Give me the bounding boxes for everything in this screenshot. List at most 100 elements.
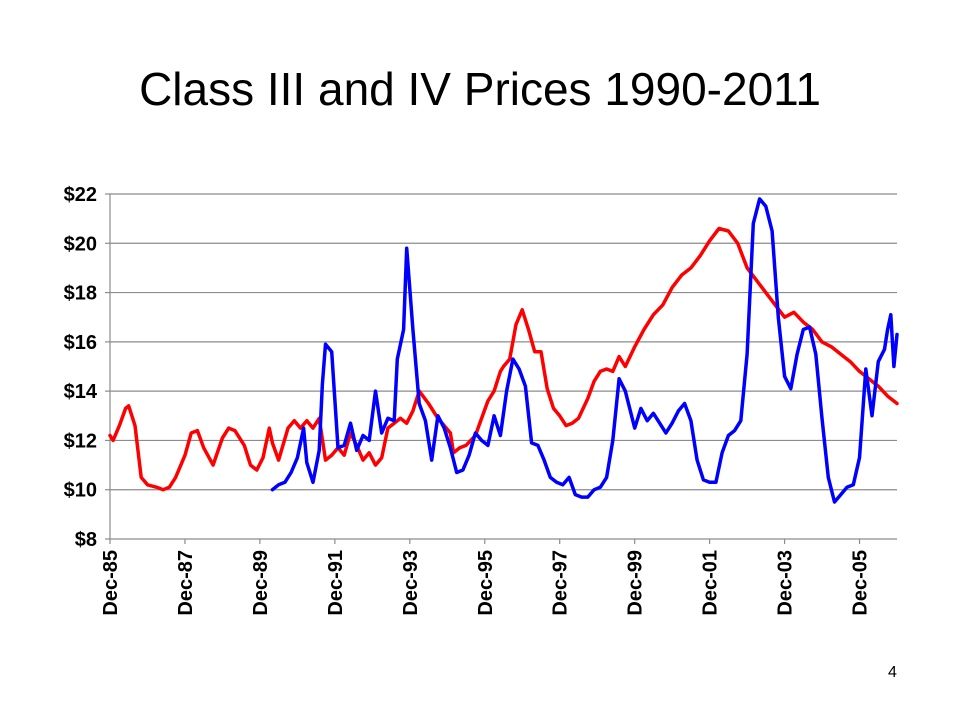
- data-point: [699, 255, 701, 257]
- data-point: [162, 489, 164, 491]
- data-point: [634, 427, 636, 429]
- data-point: [325, 459, 326, 461]
- x-tick-label: Dec-85: [100, 550, 122, 616]
- data-point: [777, 316, 779, 318]
- data-point: [790, 388, 792, 390]
- x-tick-label: Dec-91: [325, 550, 347, 616]
- data-point: [337, 447, 339, 449]
- data-point: [812, 329, 814, 330]
- data-point: [771, 230, 773, 232]
- data-point: [284, 481, 286, 483]
- data-point: [306, 462, 308, 464]
- data-point: [428, 403, 429, 404]
- data-point: [487, 400, 489, 402]
- data-point: [375, 390, 376, 392]
- data-point: [802, 321, 804, 323]
- data-point: [640, 407, 642, 409]
- data-point: [278, 484, 280, 486]
- data-point: [815, 353, 817, 355]
- data-point: [587, 496, 589, 498]
- data-point: [571, 422, 573, 424]
- data-point: [221, 437, 223, 439]
- data-point: [403, 329, 405, 330]
- data-point: [293, 420, 295, 422]
- data-point: [546, 388, 548, 390]
- data-point: [381, 457, 383, 459]
- data-point: [718, 228, 720, 229]
- data-point: [578, 417, 579, 419]
- data-point: [512, 358, 514, 360]
- data-point: [802, 329, 804, 330]
- data-point: [821, 417, 823, 419]
- data-point: [493, 415, 495, 417]
- data-point: [487, 444, 489, 446]
- data-point: [184, 454, 186, 456]
- data-point: [125, 407, 127, 409]
- data-point: [727, 435, 729, 436]
- data-point: [690, 420, 692, 422]
- series-lines: [108, 197, 899, 504]
- data-point: [368, 452, 370, 454]
- data-point: [175, 476, 177, 478]
- data-point: [740, 420, 742, 422]
- data-point: [887, 395, 889, 397]
- data-point: [643, 329, 645, 330]
- data-point: [318, 449, 320, 451]
- data-point: [721, 452, 723, 454]
- data-point: [203, 447, 205, 449]
- data-point: [612, 370, 614, 372]
- data-point: [418, 403, 420, 404]
- data-point: [599, 486, 601, 488]
- grid-lines: [110, 193, 897, 491]
- y-tick-label: $8: [75, 529, 97, 551]
- data-point: [515, 324, 517, 326]
- data-point: [890, 314, 892, 316]
- data-point: [312, 427, 314, 429]
- data-point: [677, 410, 679, 412]
- data-point: [887, 329, 889, 330]
- axes: [105, 193, 897, 544]
- data-point: [877, 361, 879, 363]
- data-point: [112, 439, 114, 441]
- data-point: [262, 457, 264, 459]
- data-point: [362, 459, 364, 461]
- series-line: [108, 226, 899, 492]
- data-point: [612, 439, 614, 441]
- y-tick-label: $18: [64, 283, 97, 305]
- data-point: [303, 427, 305, 429]
- data-point: [759, 198, 761, 200]
- data-point: [268, 427, 270, 429]
- data-point: [331, 351, 333, 353]
- data-point: [893, 366, 895, 367]
- x-tick-label: Dec-97: [550, 550, 572, 616]
- data-point: [396, 358, 398, 360]
- data-point: [278, 459, 280, 461]
- data-point: [562, 484, 564, 486]
- data-point: [134, 425, 136, 427]
- data-point: [350, 432, 351, 434]
- data-point: [624, 366, 626, 367]
- data-point: [756, 279, 757, 281]
- data-point: [147, 484, 148, 486]
- data-point: [587, 398, 589, 399]
- data-point: [746, 267, 748, 269]
- data-point: [834, 501, 835, 503]
- data-point: [849, 361, 851, 363]
- data-point: [840, 353, 842, 355]
- data-point: [381, 432, 383, 434]
- data-point: [528, 329, 529, 330]
- data-point: [593, 380, 595, 382]
- data-point: [474, 432, 476, 434]
- x-tick-label: Dec-03: [775, 550, 797, 616]
- y-tick-label: $14: [64, 381, 98, 403]
- data-point: [553, 407, 554, 409]
- data-point: [827, 476, 829, 478]
- data-point: [859, 370, 860, 372]
- data-point: [549, 476, 551, 478]
- data-point: [350, 422, 351, 424]
- data-point: [559, 415, 561, 417]
- y-tick-label: $12: [64, 430, 97, 452]
- data-point: [624, 390, 626, 392]
- x-tick-label: Dec-93: [400, 550, 422, 616]
- data-point: [652, 412, 654, 414]
